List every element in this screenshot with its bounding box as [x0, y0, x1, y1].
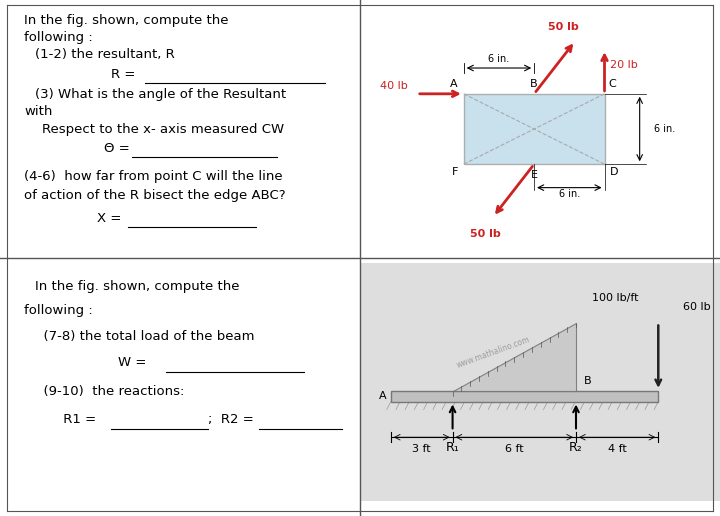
Text: (4-6)  how far from point C will the line: (4-6) how far from point C will the line [24, 170, 283, 183]
Text: B: B [531, 79, 538, 89]
Text: 4 ft: 4 ft [608, 444, 626, 454]
Text: In the fig. shown, compute the: In the fig. shown, compute the [35, 280, 239, 294]
Text: following :: following : [24, 304, 93, 317]
Text: X =: X = [97, 212, 122, 224]
Text: 3 ft: 3 ft [413, 444, 431, 454]
Text: 6 in.: 6 in. [654, 124, 675, 134]
Text: R =: R = [111, 68, 135, 81]
Bar [464, 94, 605, 164]
Text: of action of the R bisect the edge ABC?: of action of the R bisect the edge ABC? [24, 189, 286, 202]
Text: 6 ft: 6 ft [505, 444, 523, 454]
Text: (7-8) the total load of the beam: (7-8) the total load of the beam [35, 330, 254, 343]
Text: Θ =: Θ = [104, 142, 130, 155]
Text: In the fig. shown, compute the: In the fig. shown, compute the [24, 13, 229, 26]
Text: R₁: R₁ [446, 441, 459, 454]
Polygon shape [453, 322, 576, 391]
Text: 20 lb: 20 lb [611, 59, 638, 70]
Text: A: A [379, 391, 387, 401]
Text: R₂: R₂ [569, 441, 583, 454]
Text: E: E [531, 170, 538, 180]
Text: (1-2) the resultant, R: (1-2) the resultant, R [35, 48, 174, 61]
Text: 6 in.: 6 in. [559, 189, 580, 199]
Text: A: A [450, 79, 458, 89]
Text: R1 =: R1 = [42, 413, 96, 426]
Text: D: D [611, 167, 619, 176]
Text: C: C [608, 79, 616, 89]
Text: 100 lb/ft: 100 lb/ft [593, 293, 639, 303]
Text: F: F [451, 167, 458, 176]
Text: 50 lb: 50 lb [548, 22, 579, 31]
Text: 60 lb: 60 lb [683, 302, 711, 312]
Text: Respect to the x- axis measured CW: Respect to the x- axis measured CW [42, 122, 284, 136]
Text: B: B [584, 376, 592, 386]
Text: (3) What is the angle of the Resultant: (3) What is the angle of the Resultant [35, 88, 286, 101]
Text: following :: following : [24, 31, 93, 44]
Text: with: with [24, 105, 53, 118]
Text: ;  R2 =: ; R2 = [207, 413, 253, 426]
Text: 50 lb: 50 lb [469, 229, 500, 239]
Text: 6 in.: 6 in. [488, 54, 510, 64]
Text: www.mathalino.com: www.mathalino.com [456, 335, 532, 369]
Text: (9-10)  the reactions:: (9-10) the reactions: [35, 385, 184, 398]
Text: W =: W = [118, 357, 146, 369]
Text: 40 lb: 40 lb [379, 82, 408, 91]
Bar [391, 391, 658, 401]
